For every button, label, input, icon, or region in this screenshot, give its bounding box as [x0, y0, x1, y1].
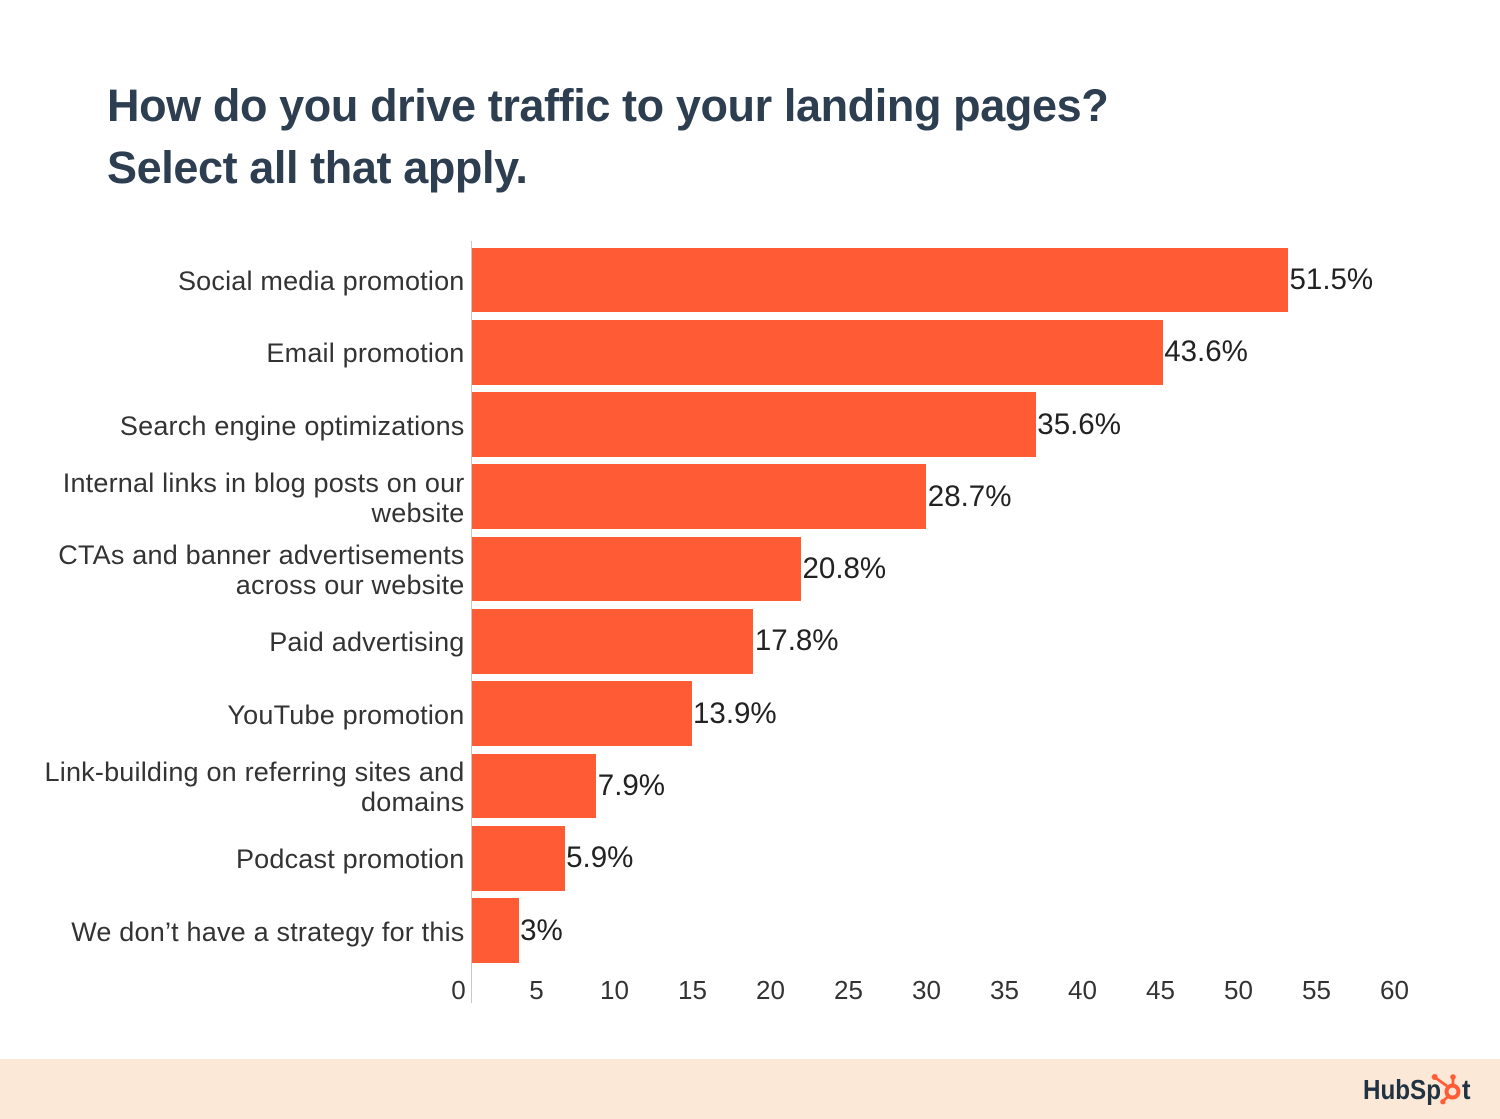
svg-text:HubSp: HubSp: [1363, 1074, 1441, 1105]
svg-text:t: t: [1462, 1074, 1471, 1105]
